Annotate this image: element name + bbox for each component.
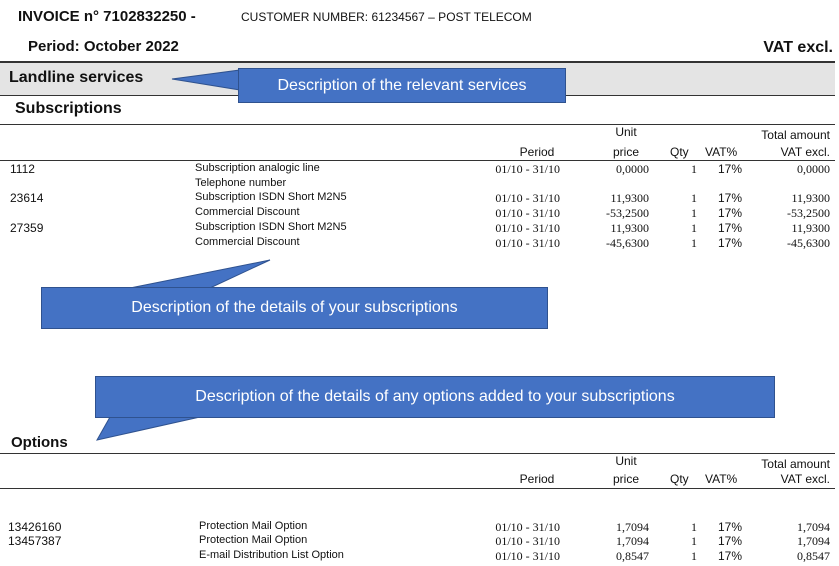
row-vat: 17%: [717, 162, 742, 176]
row-qty: 1: [691, 236, 697, 250]
col-qty: Qty: [670, 472, 689, 486]
row-vat: 17%: [717, 236, 742, 250]
row-total: 0,8547: [797, 549, 830, 563]
row-id: 1112: [10, 162, 35, 176]
col-vat: VAT%: [705, 472, 738, 486]
row-period: 01/10 - 31/10: [495, 549, 560, 563]
invoice-title: INVOICE n° 7102832250 -: [18, 8, 196, 25]
vat-note: VAT excl.: [763, 39, 833, 56]
callout-subscriptions: Description of the details of your subsc…: [41, 287, 548, 329]
row-period: 01/10 - 31/10: [495, 221, 560, 235]
row-unit-price: 11,9300: [610, 221, 649, 235]
col-unit: Unit: [615, 125, 637, 139]
divider: [0, 160, 835, 161]
row-period: 01/10 - 31/10: [495, 162, 560, 176]
options-title: Options: [11, 434, 68, 451]
row-description: Subscription ISDN Short M2N5: [195, 221, 347, 233]
row-unit-price: -53,2500: [606, 206, 649, 220]
divider: [0, 61, 835, 63]
row-description: Subscription ISDN Short M2N5: [195, 191, 347, 203]
row-unit-price: 0,8547: [616, 549, 649, 563]
row-description: Protection Mail Option: [199, 520, 308, 532]
row-id: 13426160: [8, 520, 62, 534]
callout-services: Description of the relevant services: [238, 68, 566, 103]
row-description: Commercial Discount: [195, 206, 300, 218]
row-unit-price: 11,9300: [610, 191, 649, 205]
callout-pointer: [171, 69, 241, 91]
row-vat: 17%: [717, 549, 742, 563]
row-qty: 1: [691, 520, 697, 534]
col-total-1: Total amount: [761, 128, 830, 142]
row-unit-price: 1,7094: [616, 534, 649, 548]
col-price: price: [612, 472, 639, 486]
row-vat: 17%: [717, 206, 742, 220]
row-id: 13457387: [8, 534, 62, 548]
subscriptions-title: Subscriptions: [15, 100, 122, 117]
row-description: E-mail Distribution List Option: [199, 549, 344, 561]
row-id: 27359: [10, 221, 44, 235]
row-total: 1,7094: [797, 520, 830, 534]
row-vat: 17%: [717, 191, 742, 205]
row-total: -45,6300: [787, 236, 830, 250]
row-total: 1,7094: [797, 534, 830, 548]
row-period: 01/10 - 31/10: [495, 236, 560, 250]
row-description: Telephone number: [195, 177, 287, 189]
callout-options: Description of the details of any option…: [95, 376, 775, 418]
col-total-1: Total amount: [761, 457, 830, 471]
row-qty: 1: [691, 549, 697, 563]
row-id: 23614: [10, 191, 44, 205]
row-vat: 17%: [717, 534, 742, 548]
col-unit: Unit: [615, 454, 637, 468]
row-total: -53,2500: [787, 206, 830, 220]
divider: [0, 124, 835, 125]
row-period: 01/10 - 31/10: [495, 191, 560, 205]
row-vat: 17%: [717, 520, 742, 534]
row-unit-price: 1,7094: [616, 520, 649, 534]
row-qty: 1: [691, 162, 697, 176]
col-period: Period: [519, 145, 555, 159]
col-total-2: VAT excl.: [780, 145, 830, 159]
invoice-period: Period: October 2022: [28, 38, 179, 55]
divider: [0, 453, 835, 454]
col-price: price: [612, 145, 639, 159]
row-vat: 17%: [717, 221, 742, 235]
col-vat: VAT%: [705, 145, 738, 159]
callout-pointer: [129, 259, 271, 289]
row-period: 01/10 - 31/10: [495, 534, 560, 548]
col-qty: Qty: [670, 145, 689, 159]
row-qty: 1: [691, 534, 697, 548]
row-description: Commercial Discount: [195, 236, 300, 248]
row-period: 01/10 - 31/10: [495, 206, 560, 220]
row-total: 11,9300: [791, 191, 830, 205]
row-total: 0,0000: [797, 162, 830, 176]
section-title: Landline services: [9, 69, 144, 86]
row-unit-price: 0,0000: [616, 162, 649, 176]
callout-pointer: [96, 416, 201, 441]
divider: [0, 488, 835, 489]
row-qty: 1: [691, 206, 697, 220]
row-description: Protection Mail Option: [199, 534, 308, 546]
row-description: Subscription analogic line: [195, 162, 320, 174]
col-total-2: VAT excl.: [780, 472, 830, 486]
col-period: Period: [519, 472, 555, 486]
row-unit-price: -45,6300: [606, 236, 649, 250]
row-qty: 1: [691, 191, 697, 205]
row-qty: 1: [691, 221, 697, 235]
row-period: 01/10 - 31/10: [495, 520, 560, 534]
row-total: 11,9300: [791, 221, 830, 235]
customer-number: CUSTOMER NUMBER: 61234567 – POST TELECOM: [241, 10, 532, 24]
